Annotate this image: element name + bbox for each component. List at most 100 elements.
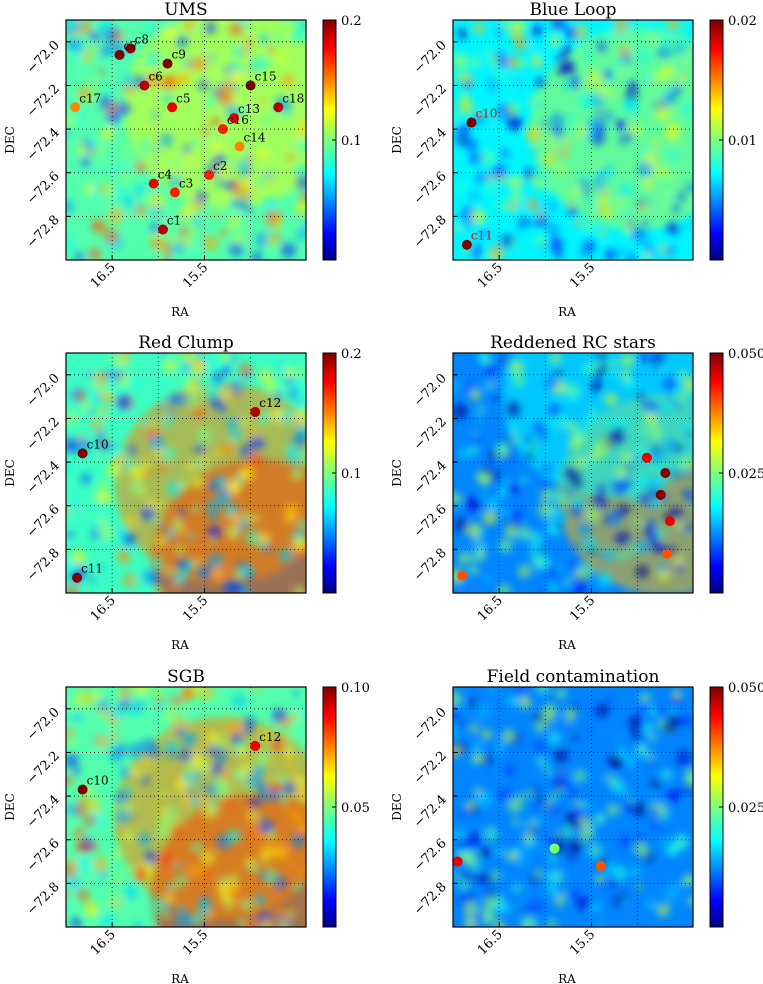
x-tick-label: 15.5 bbox=[180, 260, 211, 291]
cluster-label-c7: c7 bbox=[124, 39, 138, 53]
cluster-peak-c11 bbox=[461, 239, 472, 250]
cluster-label-c17: c17 bbox=[79, 91, 101, 105]
x-tick-label: 15.5 bbox=[567, 260, 598, 291]
density-texture bbox=[66, 353, 306, 593]
cluster-peak-c10 bbox=[466, 117, 477, 128]
cluster-label-c14: c14 bbox=[244, 131, 266, 145]
density-texture bbox=[453, 20, 693, 260]
plot-frame bbox=[65, 686, 307, 928]
cluster-label-c3: c3 bbox=[179, 176, 193, 190]
cluster-label-c4: c4 bbox=[158, 168, 173, 182]
density-texture bbox=[66, 20, 306, 260]
cluster-label-c6: c6 bbox=[148, 69, 162, 83]
y-tick-label: −72.2 bbox=[411, 82, 450, 121]
cluster-label-c11: c11 bbox=[81, 562, 103, 576]
cluster-peak-c11 bbox=[72, 572, 83, 583]
y-tick-label: −72.8 bbox=[24, 546, 63, 585]
x-tick-label: 15.5 bbox=[567, 593, 598, 624]
y-tick-label: −72.8 bbox=[411, 546, 450, 585]
x-axis-label: RA bbox=[171, 638, 189, 652]
cluster-peak-c5 bbox=[167, 102, 178, 113]
cluster-peak bbox=[660, 468, 671, 478]
cluster-peak bbox=[595, 860, 606, 871]
cluster-label-c11: c11 bbox=[471, 229, 493, 243]
x-axis-label: RA bbox=[558, 972, 576, 984]
x-axis-label: RA bbox=[171, 305, 189, 319]
x-axis-label: RA bbox=[171, 972, 189, 984]
cluster-peak bbox=[664, 516, 675, 526]
density-map bbox=[453, 353, 693, 593]
panel-blue-loop: Blue Loop c10 c11 −72.0 −72.2 −72.4 −72.6 −72.8… bbox=[390, 0, 757, 319]
colorbar-tick-label: 0.2 bbox=[341, 347, 362, 362]
x-tick-label: 16.5 bbox=[88, 593, 119, 624]
cluster-peak-c4 bbox=[148, 178, 159, 189]
cluster-peak-c6 bbox=[139, 80, 150, 91]
cluster-peak-c7 bbox=[114, 49, 125, 60]
density-map: c10 c11 bbox=[453, 20, 693, 260]
plot-frame bbox=[452, 352, 694, 594]
colorbar-tick-label: 0.1 bbox=[341, 134, 362, 149]
cluster-label-c1: c1 bbox=[167, 213, 181, 227]
density-texture bbox=[453, 353, 693, 593]
cluster-peak-c9 bbox=[162, 58, 173, 69]
cluster-label-c8: c8 bbox=[135, 32, 149, 46]
y-tick-label: −72.0 bbox=[24, 38, 63, 77]
cluster-peak bbox=[549, 843, 560, 854]
density-texture bbox=[453, 687, 693, 927]
density-map bbox=[453, 687, 693, 927]
cluster-label-c10: c10 bbox=[475, 107, 497, 121]
chart-title: UMS bbox=[164, 0, 207, 20]
y-tick-label: −72.6 bbox=[411, 169, 450, 208]
cluster-label-c16: c16 bbox=[227, 113, 249, 127]
chart-title: Field contamination bbox=[487, 667, 660, 687]
cluster-peak-c3 bbox=[169, 187, 180, 198]
y-tick-label: −72.6 bbox=[24, 169, 63, 208]
colorbar-tick-label: 0.01 bbox=[728, 134, 757, 149]
colorbar-tick-label: 0.2 bbox=[341, 14, 362, 29]
y-tick-label: −72.4 bbox=[24, 792, 63, 831]
cluster-peak-c14 bbox=[234, 141, 245, 152]
y-tick-label: −72.6 bbox=[24, 836, 63, 875]
chart-title: Red Clump bbox=[138, 333, 234, 353]
chart-title: Reddened RC stars bbox=[490, 333, 656, 353]
y-tick-label: −72.0 bbox=[411, 371, 450, 410]
cluster-peak-c10 bbox=[77, 448, 88, 459]
cluster-peak-c10 bbox=[77, 784, 88, 795]
plot-frame bbox=[65, 19, 307, 261]
density-map: c12 c10 c11 bbox=[66, 353, 306, 593]
density-map: c12 c10 bbox=[66, 687, 306, 927]
cluster-peak-c12 bbox=[250, 740, 261, 751]
cluster-label-c5: c5 bbox=[176, 91, 190, 105]
colorbar-tick-label: 0.025 bbox=[728, 467, 763, 482]
y-tick-label: −72.4 bbox=[411, 125, 450, 164]
y-tick-label: −72.6 bbox=[411, 502, 450, 541]
x-tick-label: 16.5 bbox=[88, 260, 119, 291]
panel-sgb: SGB c12 c10 −72.0 −72.2 −72.4 −72.6 −72.8 16.5 15… bbox=[3, 667, 370, 984]
x-tick-label: 16.5 bbox=[475, 260, 506, 291]
y-tick-label: −72.8 bbox=[24, 880, 63, 919]
colorbar-tick-label: 0.025 bbox=[728, 801, 763, 816]
cluster-peak-c13 bbox=[229, 113, 239, 124]
cluster-label-c18: c18 bbox=[282, 91, 304, 105]
x-tick-label: 15.5 bbox=[180, 927, 211, 958]
y-tick-label: −72.2 bbox=[24, 415, 63, 454]
x-axis-label: RA bbox=[558, 638, 576, 652]
cluster-label-c13: c13 bbox=[238, 102, 260, 116]
x-tick-label: 16.5 bbox=[475, 927, 506, 958]
cluster-peak-c12 bbox=[250, 406, 261, 417]
y-axis-label: DEC bbox=[3, 126, 17, 154]
y-tick-label: −72.8 bbox=[411, 880, 450, 919]
cluster-peak bbox=[662, 548, 673, 559]
cluster-label-c10: c10 bbox=[87, 774, 109, 788]
y-tick-label: −72.2 bbox=[411, 415, 450, 454]
y-tick-label: −72.0 bbox=[24, 371, 63, 410]
x-axis-label: RA bbox=[558, 305, 576, 319]
panel-field-contamination: Field contamination −72.0 −72.2 −72.4 −72.6 −… bbox=[390, 667, 763, 984]
density-texture bbox=[66, 687, 306, 927]
colorbar-tick-label: 0.10 bbox=[341, 681, 370, 696]
y-axis-label: DEC bbox=[3, 459, 17, 487]
cluster-peak-c17 bbox=[70, 102, 81, 113]
cluster-label-c12: c12 bbox=[259, 396, 281, 410]
